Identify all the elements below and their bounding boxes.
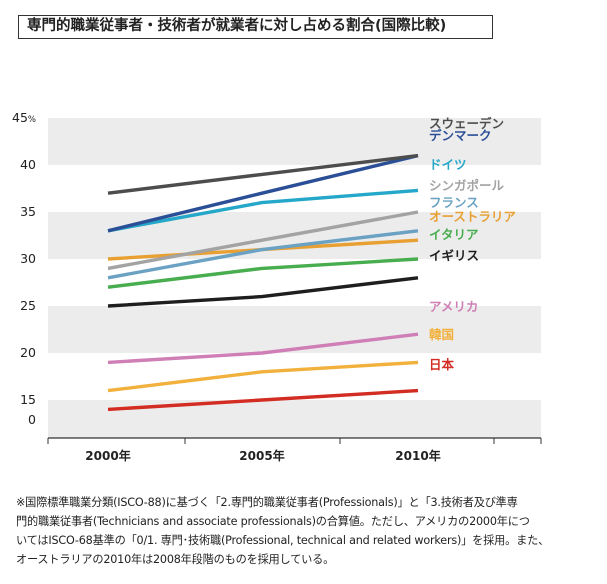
grid-band bbox=[48, 400, 541, 438]
chart-title: 専門的職業従事者・技術者が就業者に対し占める割合(国際比較) bbox=[18, 15, 493, 39]
series-line bbox=[107, 153, 419, 195]
y-tick-label: 40 bbox=[20, 157, 36, 172]
y-tick-label: 0 bbox=[28, 412, 36, 427]
series-label: ドイツ bbox=[429, 157, 467, 172]
y-tick-label: 30 bbox=[20, 251, 36, 266]
series-label: スウェーデン bbox=[429, 116, 504, 131]
y-tick-label: 45% bbox=[12, 110, 36, 125]
series-label: アメリカ bbox=[429, 299, 478, 314]
series-label: 日本 bbox=[429, 357, 455, 372]
series-label: イタリア bbox=[429, 227, 479, 242]
series-label: フランス bbox=[429, 195, 479, 210]
series-label: シンガポール bbox=[429, 178, 505, 193]
x-tick-label: 2010年 bbox=[395, 448, 440, 463]
x-tick-label: 2000年 bbox=[85, 448, 130, 463]
footnote-line-1: ※国際標準職業分類(ISCO-88)に基づく「2.専門的職業従事者(Profes… bbox=[16, 496, 518, 509]
y-tick-label: 15 bbox=[20, 392, 36, 407]
series-label: 韓国 bbox=[429, 327, 454, 342]
series-line bbox=[107, 153, 419, 233]
series-label: オーストラリア bbox=[429, 209, 516, 224]
series-label: イギリス bbox=[429, 248, 479, 263]
series-line bbox=[107, 360, 419, 393]
x-tick-label: 2005年 bbox=[239, 448, 284, 463]
series-line bbox=[107, 188, 419, 233]
y-tick-label: 35 bbox=[20, 204, 36, 219]
footnote-line-4: オーストラリアの2010年は2008年段階のものを採用している。 bbox=[16, 553, 335, 566]
series-line bbox=[107, 276, 419, 308]
grid-band bbox=[48, 118, 541, 165]
series-label: デンマーク bbox=[429, 128, 492, 143]
series-line bbox=[107, 388, 419, 412]
series-line bbox=[107, 229, 419, 280]
series-line bbox=[107, 210, 419, 271]
y-tick-unit: % bbox=[28, 115, 36, 125]
y-tick-label: 25 bbox=[20, 298, 36, 313]
footnote-line-2: 門的職業従事者(Technicians and associate profes… bbox=[16, 515, 530, 528]
series-line bbox=[107, 332, 419, 365]
footnote-line-3: いてはISCO-68基準の「0/1. 専門･技術職(Professional, … bbox=[16, 534, 550, 547]
line-chart: 45% 40 35 30 25 20 15 0 2000年 2005年 2010年 スウェーデンデンマ… bbox=[12, 110, 542, 463]
y-tick-label: 20 bbox=[20, 345, 36, 360]
grid-band bbox=[48, 306, 541, 353]
footnote: ※国際標準職業分類(ISCO-88)に基づく「2.専門的職業従事者(Profes… bbox=[16, 493, 598, 569]
series-line bbox=[107, 257, 419, 289]
